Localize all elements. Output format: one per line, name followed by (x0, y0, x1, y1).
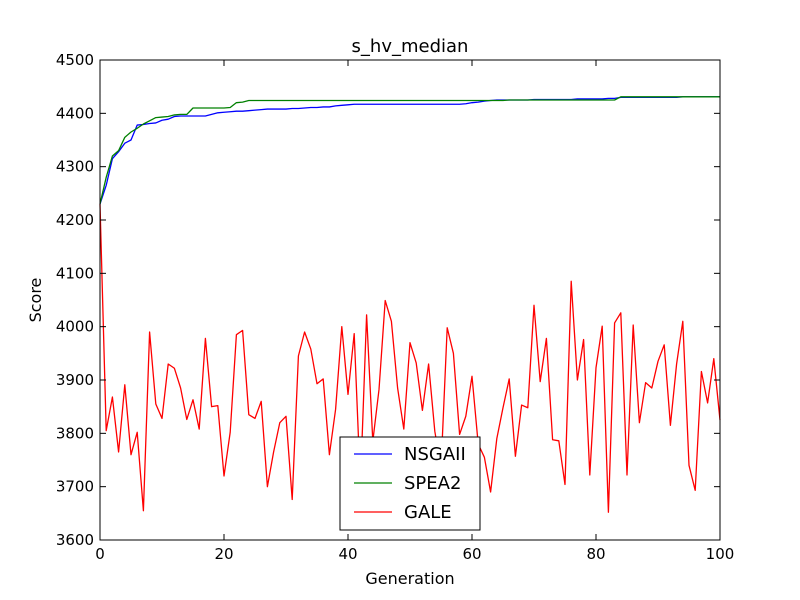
chart-title: s_hv_median (352, 36, 469, 57)
y-tick-label: 4000 (56, 318, 94, 336)
legend-label-nsgaii: NSGAII (404, 444, 466, 465)
x-axis-title: Generation (365, 569, 454, 588)
y-tick-label: 4200 (56, 211, 94, 229)
x-tick-label: 20 (214, 545, 233, 563)
series-line-gale (99, 203, 721, 513)
y-tick-label: 4100 (56, 264, 94, 282)
y-tick-label: 4300 (56, 158, 94, 176)
y-tick-label: 4500 (56, 51, 94, 69)
x-tick-label: 100 (706, 545, 735, 563)
series-line-nsgaii (99, 96, 720, 205)
x-tick-label: 60 (462, 545, 481, 563)
y-tick-label: 4400 (56, 104, 94, 122)
y-tick-label: 3600 (56, 531, 94, 549)
x-tick-label: 80 (586, 545, 605, 563)
y-axis-title: Score (26, 278, 45, 323)
plot-area: 0 20 40 60 80 100 3600 3700 3800 3900 4000 4100 4200… (56, 51, 735, 563)
y-tick-label: 3900 (56, 371, 94, 389)
axes-frame (99, 59, 721, 541)
legend-label-spea2: SPEA2 (404, 473, 461, 494)
y-tick-label: 3700 (56, 478, 94, 496)
x-tick-label: 0 (95, 545, 105, 563)
y-tick-label: 3800 (56, 424, 94, 442)
x-tick-label: 40 (338, 545, 357, 563)
series-line-spea2 (99, 96, 720, 205)
legend-label-gale: GALE (404, 502, 452, 523)
